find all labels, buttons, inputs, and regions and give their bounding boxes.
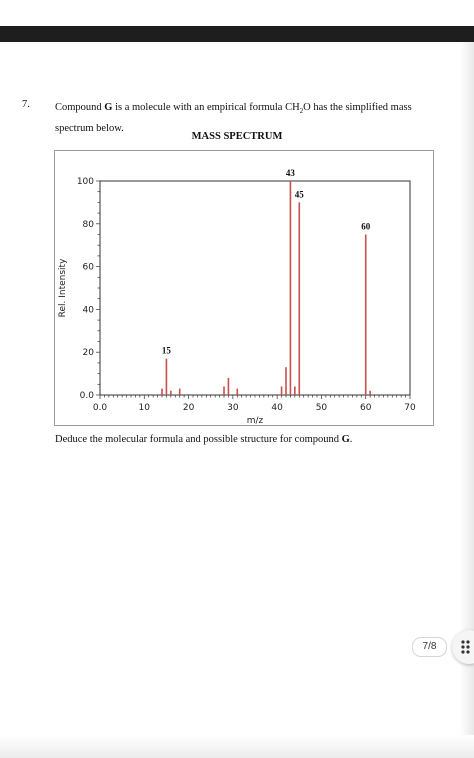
y-tick-label: 40 xyxy=(83,305,95,315)
x-tick-label: 60 xyxy=(360,403,372,413)
chart-title: MASS SPECTRUM xyxy=(191,131,283,142)
top-bar xyxy=(0,0,474,26)
x-tick-label: 50 xyxy=(316,403,328,413)
peak-label: 60 xyxy=(361,222,371,232)
y-tick-label: 80 xyxy=(83,220,95,230)
question-number: 7. xyxy=(22,99,30,110)
deduce-instruction: Deduce the molecular formula and possibl… xyxy=(55,434,353,445)
x-tick-label: 70 xyxy=(404,403,416,413)
page-indicator[interactable]: 7/8 xyxy=(412,637,447,657)
viewer-toolbar-strip xyxy=(0,26,474,42)
y-tick-label: 0.0 xyxy=(80,391,95,401)
y-tick-label: 100 xyxy=(77,177,94,187)
plot-area xyxy=(99,180,411,396)
x-tick-label: 20 xyxy=(183,403,195,413)
x-tick-label: 30 xyxy=(227,403,239,413)
y-axis-label: Rel. Intensity xyxy=(58,258,68,317)
page-edge-shadow xyxy=(460,42,474,758)
chart-frame xyxy=(54,150,434,426)
x-tick-label: 10 xyxy=(139,403,151,413)
x-tick-label: 0.0 xyxy=(93,403,108,413)
formula: CH2O xyxy=(285,102,311,116)
grid-dots-icon[interactable] xyxy=(452,630,474,664)
peak-label: 43 xyxy=(286,168,296,178)
peak-label: 15 xyxy=(162,346,172,356)
compound-label: G xyxy=(104,102,113,113)
y-tick-label: 60 xyxy=(83,263,95,273)
mass-spectrum-chart: 0.0 10 20 30 40 50 60 70 0.0 20 40 60 80 100 m/z Rel. I… xyxy=(58,168,416,426)
y-tick-label: 20 xyxy=(83,348,95,358)
page-bottom-shade xyxy=(0,735,474,758)
peak-label: 45 xyxy=(295,189,305,199)
question-text: Compound G is a molecule with an empiric… xyxy=(55,102,412,135)
x-axis-label: m/z xyxy=(247,416,264,426)
x-tick-label: 40 xyxy=(271,403,283,413)
